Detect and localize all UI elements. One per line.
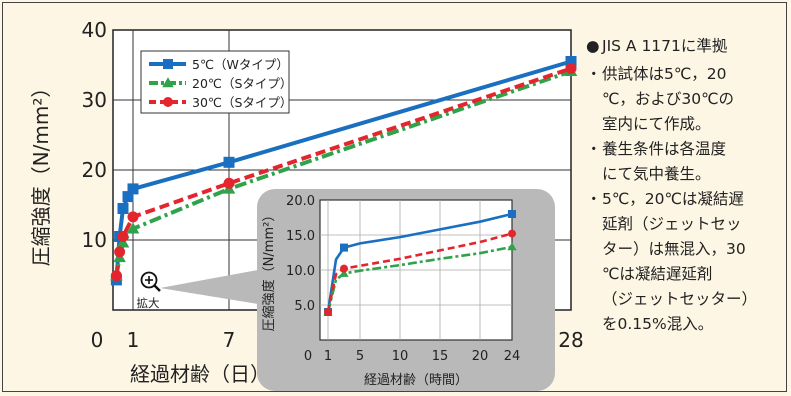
note-line: ℃，および30℃の [586,87,786,112]
inset-y-tick-label: 15.0 [286,229,315,244]
note-bullet [586,112,602,137]
inset-series-line-2 [326,232,513,313]
inset-y-tick-label: 20.0 [286,194,315,209]
inset-series-1-point [339,268,349,277]
main-x-axis-title: 経過材齢（日） [130,362,270,386]
notes-panel: ● JIS A 1171に準拠・供試体は5℃，20 ℃，および30℃の 室内にて作成。… [586,34,786,337]
note-line: （ジェットセッター） [586,287,786,312]
note-text: 養生条件は各温度 [602,140,727,158]
main-series-2-point [127,211,139,223]
inset-series-2-point [324,308,332,316]
main-x-tick-label: 0 [91,328,104,352]
main-y-tick-label: 40 [82,18,107,42]
note-line: ・供試体は5℃，20 [586,62,786,87]
inset-x-axis-title: 経過材齢（時間） [364,373,468,388]
main-series-0-point [122,191,134,203]
note-line: ・ 5℃，20℃は凝結遅 [586,187,786,212]
legend-label: 5℃（Wタイプ） [192,57,289,72]
note-line: を0.15%混入。 [586,312,786,337]
legend-label: 20℃（Sタイプ） [192,76,292,91]
main-y-tick-label: 20 [82,158,107,182]
main-series-2-point [110,270,122,282]
note-text: JIS A 1171に準拠 [602,37,728,55]
note-line: 室内にて作成。 [586,112,786,137]
inset-series-line-0 [326,212,513,313]
note-bullet [586,287,602,312]
note-bullet [586,162,602,187]
main-series-2-point [223,177,235,189]
inset-y-axis-title: 圧縮強度（N/mm²） [261,209,277,332]
legend-marker [163,59,173,69]
note-line: ● JIS A 1171に準拠 [586,34,786,59]
inset-series-0-point [340,243,348,252]
note-bullet: ・ [586,190,602,208]
note-bullet [586,237,602,262]
main-series-2-point [565,63,577,74]
note-line: 延剤（ジェットセッ [586,212,786,237]
inset-y-tick-label: 10.0 [286,264,315,279]
zoom-callout-pointer [160,270,258,304]
inset-series-2-point [508,229,516,238]
note-bullet [586,87,602,112]
magnifier-icon-handle [153,284,161,292]
legend-marker [162,77,174,88]
inset-x-tick-label: 5 [356,349,364,364]
inset-x-tick-label: 1 [324,349,332,364]
note-text: 供試体は5℃，20 [602,65,727,83]
main-series-0-point [127,183,139,195]
inset-x-tick-label: 15 [432,349,449,364]
zoom-label: 拡大 [137,296,160,310]
main-series-0-point [117,203,129,214]
legend-marker [163,97,173,107]
note-text: 延剤（ジェットセッ [602,215,742,233]
note-text: ター）は無混入，30 [602,240,746,258]
note-bullet: ● [586,37,600,55]
inset-x-tick-label: 20 [472,349,489,364]
note-text: 5℃，20℃は凝結遅 [602,190,744,208]
main-series-1-point [126,222,140,234]
note-text: （ジェットセッター） [602,290,758,308]
note-line: ℃は凝結遅延剤 [586,262,786,287]
note-text: にて気中養生。 [602,165,711,183]
main-series-2-point [117,231,129,242]
note-line: にて気中養生。 [586,162,786,187]
main-x-tick-label: 28 [558,328,583,352]
note-bullet [586,212,602,237]
main-x-tick-label: 7 [223,328,236,352]
note-text: ℃，および30℃の [602,90,735,108]
inset-series-0-point [508,210,516,218]
note-text: を0.15%混入。 [602,315,714,333]
inset-series-1-point [507,242,517,251]
inset-x-tick-label: 24 [504,349,521,364]
note-bullet [586,262,602,287]
inset-x-tick-label: 10 [392,349,409,364]
main-y-tick-label: 30 [82,88,107,112]
note-text: ℃は凝結遅延剤 [602,265,713,283]
note-line: ・養生条件は各温度 [586,137,786,162]
inset-y-tick-label: 5.0 [294,299,315,314]
main-series-2-point [114,246,126,258]
main-series-0-point [565,56,577,67]
legend-label: 30℃（Sタイプ） [192,95,292,110]
note-bullet: ・ [586,65,602,83]
inset-x-tick-label: 0 [304,349,312,364]
inset-series-2-point [340,264,348,273]
main-x-tick-label: 1 [127,328,140,352]
main-y-tick-label: 10 [82,228,107,252]
inset-series-line-1 [326,245,513,313]
main-series-0-point [223,156,235,168]
note-bullet: ・ [586,140,602,158]
main-y-axis-title: 圧縮強度（N/mm²） [29,78,53,267]
main-series-line-1 [114,69,572,277]
note-line: ター）は無混入，30 [586,237,786,262]
note-text: 室内にて作成。 [602,115,711,133]
note-bullet [586,312,602,337]
figure-frame [2,2,787,392]
